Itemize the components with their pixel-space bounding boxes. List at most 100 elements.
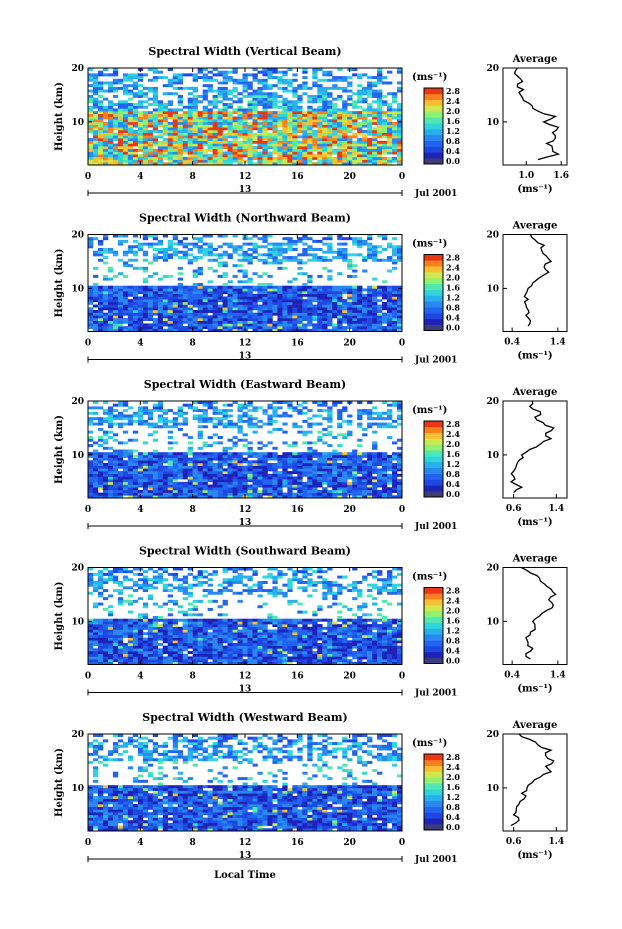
heatmap-cell bbox=[312, 121, 318, 125]
heatmap-cell bbox=[372, 146, 378, 150]
heatmap-cell bbox=[122, 301, 129, 305]
heatmap-cell bbox=[272, 113, 278, 117]
heatmap-cell bbox=[267, 301, 273, 305]
heatmap-cell bbox=[162, 465, 169, 469]
heatmap-cell bbox=[177, 256, 183, 260]
heatmap-cell bbox=[122, 73, 129, 77]
heatmap-cell bbox=[282, 237, 288, 241]
colorbar-swatch bbox=[424, 479, 443, 486]
heatmap-cell bbox=[392, 159, 398, 163]
heatmap-cell bbox=[172, 76, 179, 80]
heatmap-cell bbox=[352, 479, 358, 483]
heatmap-cell bbox=[92, 274, 99, 278]
heatmap-cell bbox=[152, 97, 159, 101]
heatmap-cell bbox=[322, 119, 328, 123]
heatmap-cell bbox=[182, 312, 188, 316]
heatmap-cell bbox=[257, 326, 263, 330]
heatmap-cell bbox=[367, 119, 373, 123]
heatmap-cell bbox=[267, 476, 273, 480]
heatmap-cell bbox=[247, 422, 253, 426]
heatmap-cell bbox=[237, 253, 243, 257]
heatmap-cell bbox=[97, 162, 104, 166]
heatmap-cell bbox=[152, 468, 159, 472]
heatmap-cell bbox=[212, 481, 218, 485]
heatmap-cell bbox=[157, 247, 164, 251]
heatmap-cell bbox=[292, 116, 298, 120]
heatmap-cell bbox=[307, 452, 313, 456]
heatmap-cell bbox=[382, 258, 388, 262]
heatmap-cell bbox=[88, 454, 94, 458]
heatmap-cell bbox=[287, 68, 293, 71]
heatmap-cell bbox=[387, 113, 393, 117]
panel-title: Spectral Width (Southward Beam) bbox=[139, 545, 351, 558]
panel-2: Spectral Width (Northward Beam)Height (k… bbox=[54, 212, 568, 366]
heatmap-cell bbox=[222, 121, 228, 125]
heatmap-cell bbox=[272, 100, 278, 104]
heatmap-cell bbox=[307, 320, 313, 324]
heatmap-cell bbox=[242, 113, 248, 117]
heatmap-cell bbox=[317, 495, 323, 499]
heatmap-cell bbox=[92, 288, 99, 292]
heatmap-cell bbox=[107, 301, 114, 305]
heatmap-cell bbox=[162, 454, 169, 458]
heatmap-cell bbox=[252, 156, 258, 160]
heatmap-cell bbox=[217, 462, 223, 466]
heatmap-cell bbox=[127, 103, 134, 107]
heatmap-cell bbox=[237, 457, 243, 461]
heatmap-cell bbox=[217, 116, 223, 120]
heatmap-cell bbox=[272, 261, 278, 265]
heatmap-cell bbox=[167, 320, 174, 324]
heatmap-cell bbox=[142, 304, 149, 308]
heatmap-cell bbox=[127, 258, 134, 262]
heatmap-cell bbox=[282, 146, 288, 150]
heatmap-cell bbox=[397, 462, 403, 466]
heatmap-cell bbox=[297, 479, 303, 483]
heatmap-cell bbox=[167, 247, 174, 251]
heatmap-cell bbox=[187, 97, 193, 101]
heatmap-cell bbox=[387, 417, 393, 421]
heatmap-cell bbox=[132, 307, 139, 311]
heatmap-cell bbox=[217, 256, 223, 260]
heatmap-cell bbox=[252, 121, 258, 125]
heatmap-cell bbox=[162, 256, 169, 260]
heatmap-cell bbox=[177, 78, 183, 82]
heatmap-cell bbox=[377, 78, 383, 82]
heatmap-cell bbox=[277, 307, 283, 311]
heatmap-cell bbox=[112, 113, 119, 117]
heatmap-cell bbox=[367, 129, 373, 133]
heatmap-cell bbox=[247, 291, 253, 295]
heatmap-cell bbox=[342, 328, 348, 332]
heatmap-cell bbox=[342, 288, 348, 292]
heatmap-cell bbox=[88, 154, 94, 158]
heatmap-cell bbox=[102, 237, 109, 241]
heatmap-cell bbox=[102, 159, 109, 163]
heatmap-cell bbox=[337, 471, 343, 475]
heatmap-cell bbox=[157, 277, 164, 281]
heatmap-cell bbox=[357, 468, 363, 472]
heatmap-cell bbox=[357, 326, 363, 330]
heatmap-cell bbox=[212, 309, 218, 313]
heatmap-cell bbox=[167, 291, 174, 295]
heatmap-cell bbox=[197, 436, 203, 440]
heatmap-cell bbox=[182, 242, 188, 246]
heatmap-cell bbox=[347, 253, 353, 257]
heatmap-cell bbox=[147, 454, 154, 458]
heatmap-cell bbox=[217, 492, 223, 496]
heatmap-cell bbox=[317, 156, 323, 160]
heatmap-cell bbox=[112, 320, 119, 324]
heatmap-cell bbox=[212, 129, 218, 133]
heatmap-cell bbox=[222, 242, 228, 246]
heatmap-cell bbox=[207, 301, 213, 305]
heatmap-cell bbox=[207, 315, 213, 319]
heatmap-cell bbox=[232, 100, 238, 104]
heatmap-cell bbox=[382, 234, 388, 238]
heatmap-cell bbox=[217, 328, 223, 332]
heatmap-cell bbox=[142, 280, 149, 284]
heatmap-cell bbox=[197, 304, 203, 308]
heatmap-cell bbox=[242, 487, 248, 491]
heatmap-cell bbox=[317, 299, 323, 303]
heatmap-cell bbox=[267, 97, 273, 101]
heatmap-cell bbox=[88, 301, 94, 305]
heatmap-cell bbox=[192, 301, 198, 305]
heatmap-cell bbox=[322, 403, 328, 407]
